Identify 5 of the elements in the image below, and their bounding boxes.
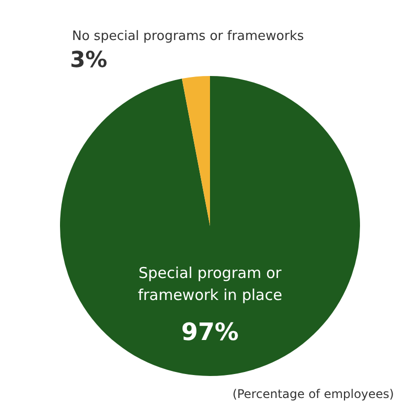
data-label: 3%	[70, 48, 108, 73]
data-label: 97%	[181, 318, 239, 346]
slice-label: Special program or framework in place	[138, 264, 282, 304]
text: (Percentage of employees)	[232, 387, 394, 401]
slice-label: No special programs or frameworks	[72, 29, 304, 44]
